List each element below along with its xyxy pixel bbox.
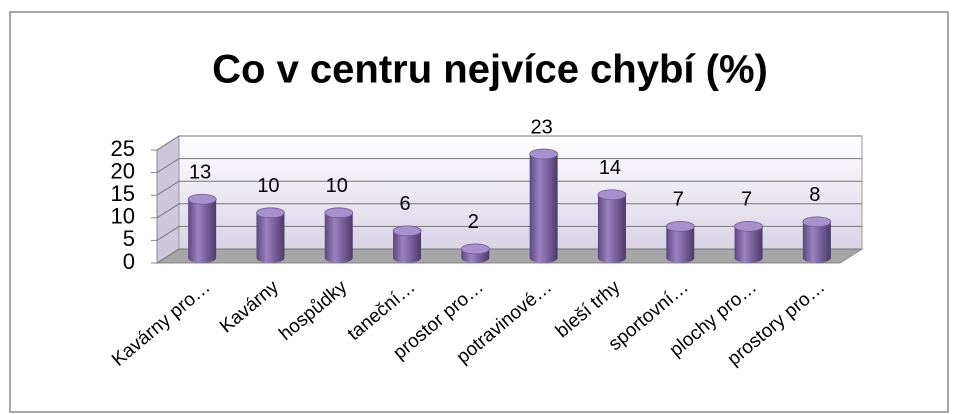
y-tick-label: 5 bbox=[123, 226, 135, 251]
bar bbox=[734, 226, 763, 263]
bar bbox=[188, 199, 217, 263]
data-label: 7 bbox=[673, 189, 684, 211]
data-label: 23 bbox=[531, 116, 553, 138]
data-label: 13 bbox=[189, 162, 211, 184]
bar-top bbox=[460, 243, 490, 255]
grid-line bbox=[156, 158, 862, 174]
bar bbox=[256, 212, 285, 263]
data-label: 14 bbox=[599, 157, 621, 179]
bar-top bbox=[392, 225, 422, 237]
bar-top bbox=[187, 193, 217, 205]
bar-top bbox=[665, 220, 695, 232]
grid-line bbox=[156, 225, 862, 241]
bar bbox=[597, 194, 626, 263]
grid-line bbox=[156, 203, 862, 219]
y-tick-label: 0 bbox=[123, 249, 135, 274]
bar-top bbox=[597, 189, 627, 201]
bar bbox=[529, 154, 558, 263]
y-tick-label: 15 bbox=[111, 181, 135, 206]
y-tick-label: 25 bbox=[111, 136, 135, 161]
bar-top bbox=[529, 148, 559, 160]
bar-top bbox=[256, 207, 285, 219]
y-tick-label: 20 bbox=[111, 158, 135, 183]
bar-top bbox=[802, 216, 832, 228]
data-label: 2 bbox=[468, 211, 479, 233]
grid-line bbox=[156, 180, 862, 196]
bar-top bbox=[734, 220, 763, 232]
grid-line bbox=[156, 135, 862, 151]
chart-title: Co v centru nejvíce chybí (%) bbox=[212, 48, 768, 92]
data-label: 10 bbox=[257, 175, 279, 197]
data-label: 6 bbox=[399, 193, 410, 215]
bar bbox=[666, 226, 695, 263]
data-label: 8 bbox=[809, 184, 820, 206]
bar bbox=[324, 212, 353, 263]
data-label: 7 bbox=[741, 189, 752, 211]
bar bbox=[393, 230, 422, 263]
bar-top bbox=[324, 207, 354, 219]
bar bbox=[802, 221, 831, 263]
grid-line bbox=[156, 248, 862, 264]
data-label: 10 bbox=[326, 175, 348, 197]
y-tick-label: 10 bbox=[111, 204, 135, 229]
side-wall bbox=[156, 135, 180, 264]
